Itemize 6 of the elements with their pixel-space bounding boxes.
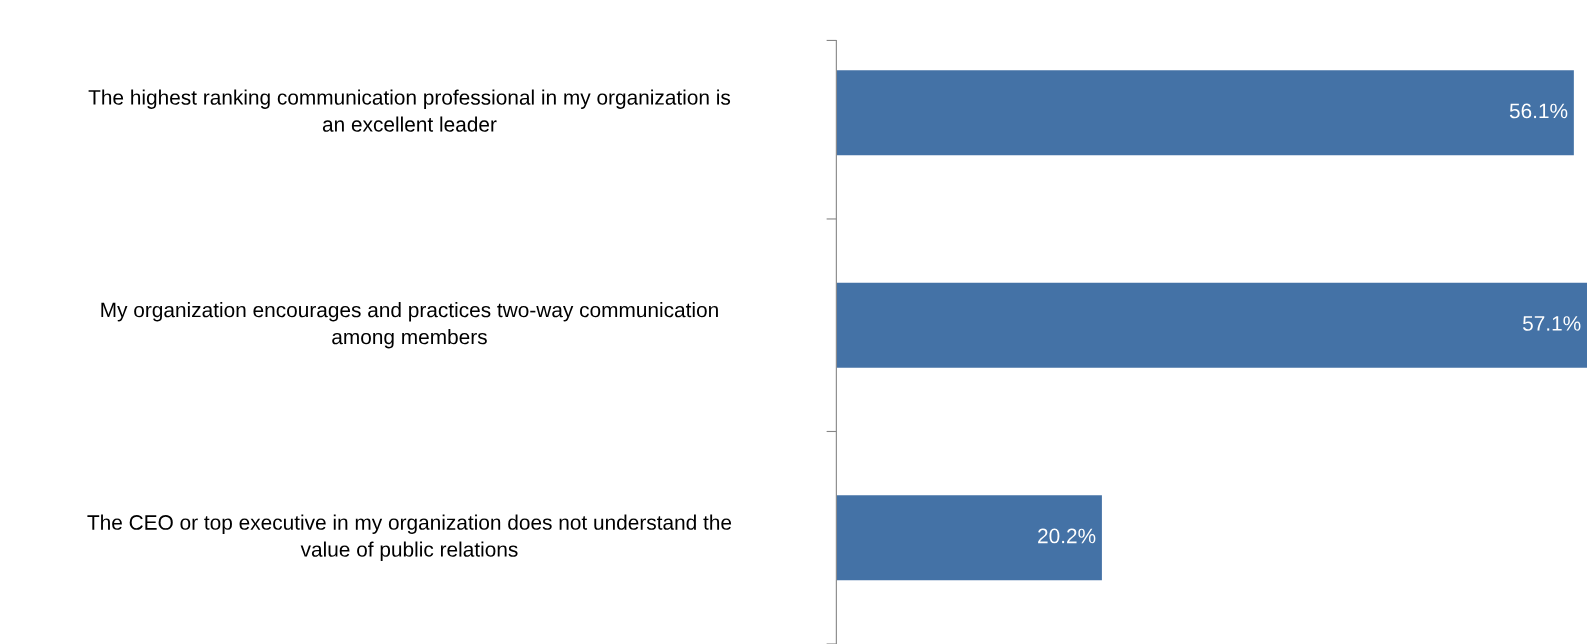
y-tick-label: The CEO or top executive in my organization does not understand the value of public relations	[87, 514, 732, 561]
data-label: 20.2%	[1038, 528, 1096, 544]
y-tick-label: My organization encourages and practices two-way communication among members	[101, 302, 718, 349]
data-label: 57.1%	[1522, 316, 1581, 331]
y-tick-label: The highest ranking communication professional in my organization is an excellent leader	[88, 89, 731, 132]
data-label: 56.1%	[1509, 103, 1568, 119]
